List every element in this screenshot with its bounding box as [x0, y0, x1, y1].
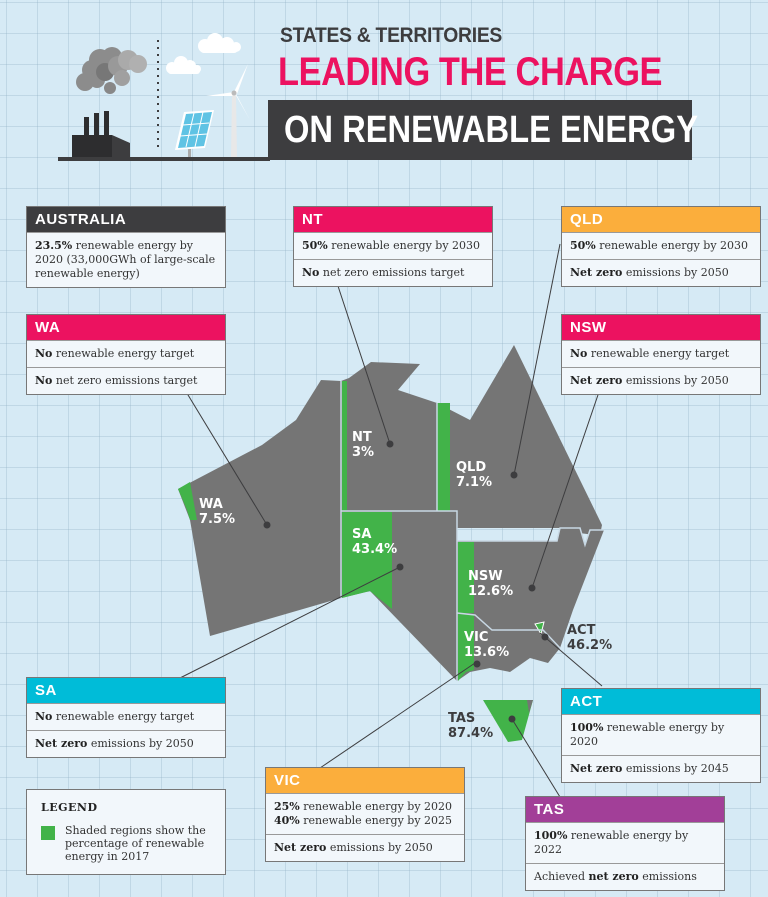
box-row: 23.5% renewable energy by 2020 (33,000GW… [27, 232, 225, 287]
info-box-wa: WA No renewable energy target No net zer… [26, 314, 226, 395]
map-label-qld: QLD 7.1% [456, 460, 493, 490]
box-row: Achieved net zero emissions [526, 863, 724, 890]
leader-lines [179, 243, 603, 798]
cloud-icon [166, 33, 241, 74]
box-row: 50% renewable energy by 2030 [562, 232, 760, 259]
box-header: ACT [562, 689, 760, 714]
legend-box: LEGEND Shaded regions show the percentag… [26, 789, 226, 875]
box-row: No renewable energy target [27, 340, 225, 367]
smoke-icon [76, 47, 147, 94]
box-header: AUSTRALIA [27, 207, 225, 232]
legend-title: LEGEND [41, 801, 98, 814]
info-box-act: ACT 100% renewable energy by 2020 Net ze… [561, 688, 761, 783]
map-region-wa [178, 380, 341, 636]
box-header: NT [294, 207, 492, 232]
map-label-sa: SA 43.4% [352, 527, 398, 557]
map-region-qld [437, 345, 602, 535]
map-label-tas: TAS 87.4% [448, 711, 494, 741]
box-header: WA [27, 315, 225, 340]
box-row: Net zero emissions by 2050 [27, 730, 225, 757]
box-row: 25% renewable energy by 2020 40% renewabl… [266, 793, 464, 834]
box-row: No renewable energy target [27, 703, 225, 730]
australia-map [178, 243, 604, 798]
box-row: 100% renewable energy by 2020 [562, 714, 760, 755]
solar-panel-icon [175, 110, 214, 158]
box-header: VIC [266, 768, 464, 793]
info-box-qld: QLD 50% renewable energy by 2030 Net zer… [561, 206, 761, 287]
map-region-nt [341, 362, 437, 511]
ground-line [58, 157, 270, 161]
box-row: 50% renewable energy by 2030 [294, 232, 492, 259]
box-row: Net zero emissions by 2050 [562, 367, 760, 394]
info-box-tas: TAS 100% renewable energy by 2022 Achiev… [525, 796, 725, 891]
box-row: Net zero emissions by 2050 [562, 259, 760, 286]
wind-turbine-icon [206, 64, 250, 158]
box-row: No net zero emissions target [27, 367, 225, 394]
map-label-wa: WA 7.5% [199, 497, 236, 527]
info-box-sa: SA No renewable energy target Net zero e… [26, 677, 226, 758]
map-label-nt: NT 3% [352, 430, 375, 460]
box-row: No renewable energy target [562, 340, 760, 367]
box-row: Net zero emissions by 2045 [562, 755, 760, 782]
info-box-vic: VIC 25% renewable energy by 2020 40% rene… [265, 767, 465, 862]
factory-icon [72, 111, 130, 158]
map-label-vic: VIC 13.6% [464, 630, 510, 660]
header-title: LEADING THE CHARGE [278, 50, 663, 94]
box-header: TAS [526, 797, 724, 822]
box-row: No net zero emissions target [294, 259, 492, 286]
info-box-australia: AUSTRALIA 23.5% renewable energy by 2020… [26, 206, 226, 288]
box-row: Net zero emissions by 2050 [266, 834, 464, 861]
box-header: NSW [562, 315, 760, 340]
map-region-act [534, 621, 545, 636]
info-box-nt: NT 50% renewable energy by 2030 No net z… [293, 206, 493, 287]
map-label-act: ACT 46.2% [567, 623, 613, 653]
map-label-nsw: NSW 12.6% [468, 569, 514, 599]
leader-dots [263, 440, 549, 723]
legend-green-swatch-icon [41, 826, 55, 840]
header-subtitle: STATES & TERRITORIES [280, 24, 503, 47]
header-title-bar: ON RENEWABLE ENERGY [268, 100, 698, 160]
box-header: QLD [562, 207, 760, 232]
info-box-nsw: NSW No renewable energy target Net zero … [561, 314, 761, 395]
header-title-line2: ON RENEWABLE ENERGY [284, 109, 698, 151]
box-row: 100% renewable energy by 2022 [526, 822, 724, 863]
box-header: SA [27, 678, 225, 703]
legend-text: Shaded regions show the percentage of re… [65, 824, 206, 863]
map-region-tas [483, 700, 533, 742]
